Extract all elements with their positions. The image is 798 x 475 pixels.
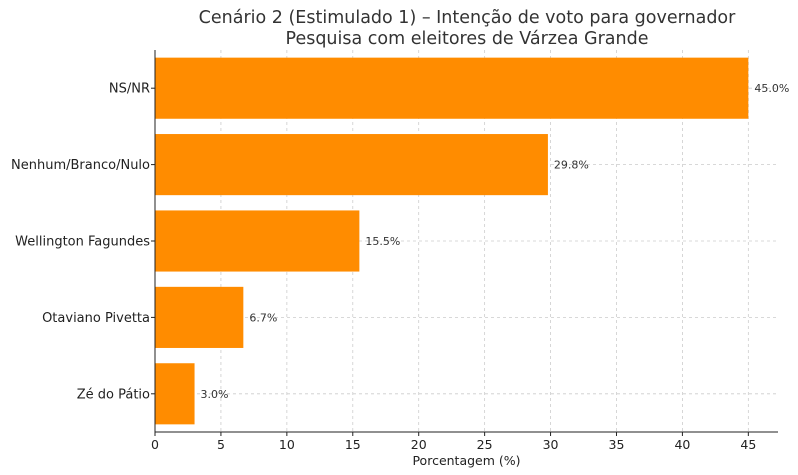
x-tick-label: 15 bbox=[345, 437, 361, 452]
category-labels: NS/NR Nenhum/Branco/Nulo Wellington Fagund… bbox=[11, 82, 150, 403]
bar bbox=[155, 57, 749, 119]
x-ticks: 0 5 10 15 20 25 30 35 40 45 bbox=[151, 87, 756, 452]
x-tick-label: 25 bbox=[477, 437, 493, 452]
x-axis-title: Porcentagem (%) bbox=[412, 453, 520, 468]
data-label: 29.8% bbox=[554, 159, 589, 172]
bar bbox=[155, 286, 244, 348]
data-label: 6.7% bbox=[249, 311, 277, 324]
x-tick-label: 0 bbox=[151, 437, 159, 452]
data-label: 15.5% bbox=[365, 235, 400, 248]
data-label: 3.0% bbox=[201, 388, 229, 401]
chart-title: Cenário 2 (Estimulado 1) – Intenção de v… bbox=[199, 8, 736, 28]
category-label: Wellington Fagundes bbox=[15, 235, 150, 250]
bars bbox=[155, 57, 749, 425]
bar bbox=[155, 210, 360, 272]
category-label: Zé do Pátio bbox=[77, 387, 150, 402]
x-tick-label: 10 bbox=[279, 437, 295, 452]
x-tick-label: 30 bbox=[543, 437, 559, 452]
x-tick-label: 45 bbox=[740, 437, 756, 452]
bar bbox=[155, 134, 548, 196]
x-tick-label: 20 bbox=[411, 437, 427, 452]
x-tick-label: 5 bbox=[217, 437, 225, 452]
data-label: 45.0% bbox=[754, 82, 789, 95]
data-labels: 45.0% 29.8% 15.5% 6.7% 3.0% bbox=[201, 82, 790, 401]
x-tick-label: 40 bbox=[674, 437, 690, 452]
category-label: Otaviano Pivetta bbox=[42, 311, 150, 326]
category-label: NS/NR bbox=[109, 82, 150, 97]
bar bbox=[155, 363, 195, 425]
x-tick-label: 35 bbox=[609, 437, 625, 452]
chart-subtitle: Pesquisa com eleitores de Várzea Grande bbox=[286, 29, 649, 49]
category-label: Nenhum/Branco/Nulo bbox=[11, 158, 150, 173]
